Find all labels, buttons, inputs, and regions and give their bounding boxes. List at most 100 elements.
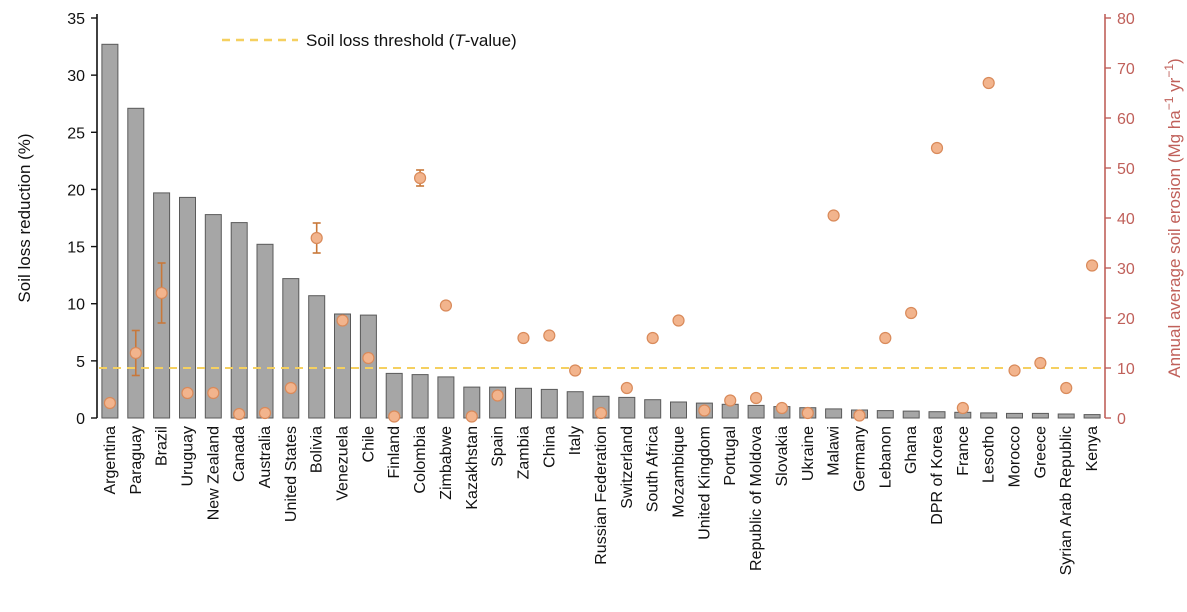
point-34 [956, 401, 969, 415]
bar-4 [179, 196, 196, 419]
point-28 [801, 406, 814, 420]
right-tick-label-60: 60 [1117, 111, 1135, 128]
bar-31 [876, 410, 894, 419]
point-27 [775, 401, 789, 415]
bar-32 [902, 410, 920, 419]
x-tick-label-13: Colombia [412, 426, 429, 494]
x-tick-label-10: Venezuela [335, 426, 352, 501]
x-tick-label-18: China [541, 426, 558, 468]
x-tick-label-29: Malawi [826, 426, 843, 476]
bar-26 [747, 404, 765, 419]
right-tick-label-30: 30 [1117, 261, 1135, 278]
point-2 [129, 346, 142, 360]
left-tick-label-30: 30 [67, 68, 85, 85]
point-12 [388, 410, 401, 423]
x-tick-label-34: France [955, 426, 972, 476]
left-tick-label-25: 25 [67, 125, 85, 142]
x-tick-label-15: Kazakhstan [464, 426, 481, 510]
right-tick-label-70: 70 [1117, 61, 1135, 78]
right-axis-ticks: 0 10 20 30 40 50 60 70 80 [1105, 11, 1135, 428]
x-tick-label-30: Germany [851, 426, 868, 492]
legend-label-prefix: Soil loss threshold ( [306, 31, 455, 50]
point-9 [310, 231, 323, 245]
right-tick-label-40: 40 [1117, 211, 1135, 228]
x-tick-label-3: Brazil [154, 426, 171, 466]
legend-label-italic: T [454, 31, 466, 50]
point-33 [930, 141, 944, 155]
legend-label-suffix: -value) [465, 31, 517, 50]
point-10 [336, 314, 349, 327]
x-tick-label-39: Kenya [1084, 426, 1101, 471]
right-axis-title-prefix: Annual average soil erosion (Mg ha [1165, 110, 1184, 378]
x-tick-label-19: Italy [567, 426, 584, 455]
right-axis-title-sup1: −1 [1162, 96, 1176, 110]
bar-39 [1083, 414, 1101, 419]
x-tick-label-31: Lebanon [877, 426, 894, 488]
point-4 [181, 386, 194, 400]
point-39 [1085, 259, 1099, 272]
point-29 [827, 209, 840, 222]
point-18 [543, 329, 556, 342]
x-tick-label-27: Slovakia [774, 426, 791, 487]
point-32 [905, 306, 918, 320]
x-tick-label-22: South Africa [645, 426, 662, 512]
legend-label: Soil loss threshold (T-value) [306, 31, 517, 50]
x-tick-label-25: Portugal [722, 426, 739, 486]
bar-35 [980, 412, 998, 419]
point-26 [749, 391, 763, 405]
x-tick-label-9: Bolivia [309, 426, 326, 473]
point-8 [284, 381, 297, 395]
x-tick-label-23: Mozambique [671, 426, 688, 518]
point-11 [362, 351, 375, 365]
x-tick-label-14: Zimbabwe [438, 426, 455, 500]
bar-13 [411, 374, 429, 419]
bar-36 [1006, 412, 1023, 419]
bar-11 [359, 314, 377, 419]
point-7 [258, 406, 272, 420]
x-axis-labels: Argentina Paraguay Brazil Uruguay New Zealan… [102, 426, 1101, 576]
x-tick-label-33: DPR of Korea [929, 426, 946, 525]
point-38 [1060, 381, 1073, 395]
point-13 [413, 171, 427, 185]
legend: Soil loss threshold (T-value) [222, 31, 517, 50]
right-tick-label-0: 0 [1117, 411, 1126, 428]
point-17 [517, 331, 530, 345]
bar-33 [928, 411, 946, 419]
right-axis-title: Annual average soil erosion (Mg ha−1 yr−… [1162, 58, 1184, 377]
bars-layer [101, 43, 1101, 419]
bar-10 [334, 313, 351, 419]
left-tick-label-15: 15 [67, 240, 85, 257]
x-tick-label-37: Greece [1032, 426, 1049, 479]
points-layer [103, 76, 1099, 423]
point-36 [1008, 364, 1021, 377]
x-tick-label-4: Uruguay [179, 426, 196, 486]
right-axis-title-mid: yr [1165, 77, 1184, 96]
x-tick-label-8: United States [283, 426, 300, 522]
right-tick-label-10: 10 [1117, 361, 1135, 378]
point-15 [465, 410, 478, 423]
right-axis-title-sup2: −1 [1162, 64, 1176, 78]
bar-6 [230, 222, 248, 419]
bar-2 [127, 107, 145, 419]
x-tick-label-11: Chile [360, 426, 377, 463]
point-23 [672, 314, 685, 327]
left-tick-label-35: 35 [67, 11, 85, 28]
axes-layer [96, 14, 1106, 418]
bar-18 [540, 388, 558, 419]
bar-7 [256, 243, 274, 419]
point-22 [646, 331, 659, 345]
x-tick-label-17: Zambia [515, 426, 532, 479]
point-1 [103, 396, 117, 410]
bar-8 [282, 278, 300, 419]
right-tick-label-50: 50 [1117, 161, 1135, 178]
x-tick-label-7: Australia [257, 426, 274, 488]
x-tick-label-36: Morocco [1007, 426, 1024, 487]
bar-21 [618, 396, 636, 419]
point-30 [853, 409, 866, 422]
point-35 [982, 76, 995, 90]
bar-1 [101, 43, 119, 419]
x-tick-label-35: Lesotho [981, 426, 998, 483]
left-tick-label-10: 10 [67, 297, 85, 314]
